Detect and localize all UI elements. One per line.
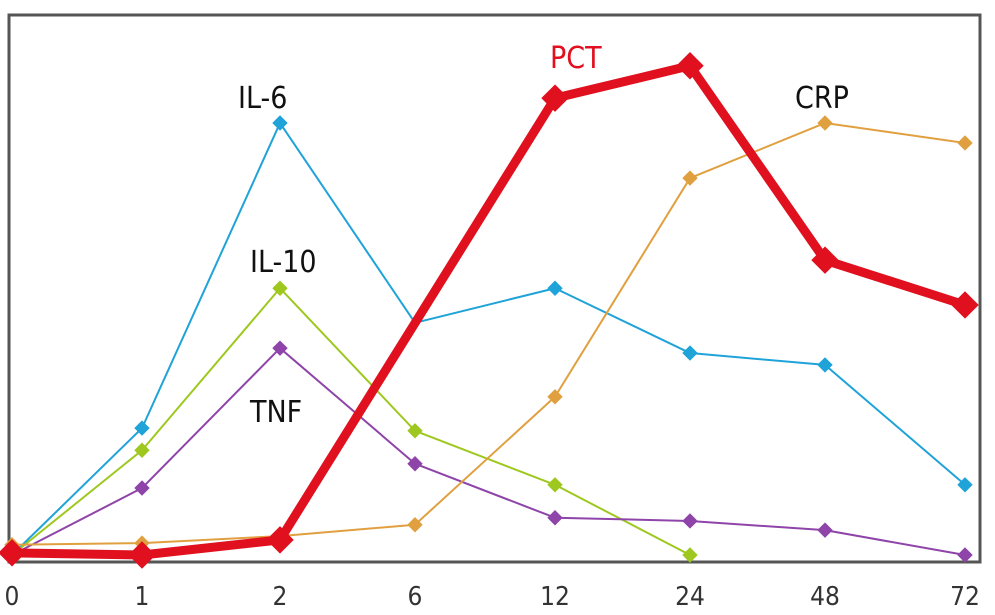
series-il-6	[4, 115, 973, 563]
x-tick-label: 0	[5, 582, 20, 612]
data-point-marker	[676, 52, 704, 80]
data-point-marker	[134, 442, 150, 458]
data-point-marker	[272, 280, 288, 296]
series-label-pct: PCT	[550, 41, 602, 76]
data-point-marker	[547, 389, 563, 405]
x-tick-label: 2	[273, 582, 288, 612]
x-tick-label: 24	[675, 582, 705, 612]
data-point-marker	[682, 170, 698, 186]
series-line	[11, 347, 966, 556]
x-tick-label: 12	[540, 582, 570, 612]
data-point-marker	[272, 115, 288, 131]
data-point-marker	[547, 280, 563, 296]
data-point-marker	[682, 345, 698, 361]
data-point-marker	[128, 541, 156, 569]
data-point-marker	[547, 477, 563, 493]
data-point-marker	[682, 513, 698, 529]
data-point-marker	[817, 522, 833, 538]
data-point-marker	[0, 539, 26, 567]
series-line	[11, 287, 691, 556]
x-tick-label: 48	[810, 582, 840, 612]
data-point-marker	[957, 477, 973, 493]
series-label-crp: CRP	[795, 81, 849, 116]
data-point-marker	[266, 526, 294, 554]
data-point-marker	[957, 547, 973, 563]
data-point-marker	[817, 357, 833, 373]
data-point-marker	[682, 547, 698, 563]
data-point-marker	[817, 115, 833, 131]
series-pct	[0, 52, 979, 569]
plot-frame	[7, 13, 982, 564]
data-point-marker	[957, 135, 973, 151]
x-tick-label: 72	[950, 582, 980, 612]
data-point-marker	[541, 84, 569, 112]
series-line	[11, 122, 966, 556]
series-tnf	[4, 340, 973, 563]
series-label-tnf: TNF	[249, 395, 302, 430]
data-point-marker	[407, 517, 423, 533]
data-point-marker	[134, 480, 150, 496]
x-tick-label: 6	[408, 582, 423, 612]
data-point-marker	[811, 246, 839, 274]
series-label-il6: IL-6	[238, 81, 287, 116]
data-point-marker	[134, 420, 150, 436]
data-point-marker	[272, 340, 288, 356]
data-point-marker	[951, 291, 979, 319]
data-point-marker	[407, 423, 423, 439]
data-point-marker	[547, 510, 563, 526]
series-line	[11, 122, 966, 546]
series-crp	[4, 115, 973, 553]
series-line	[11, 61, 967, 560]
x-tick-label: 1	[135, 582, 150, 612]
series-label-il10: IL-10	[250, 245, 317, 280]
data-point-marker	[407, 456, 423, 472]
